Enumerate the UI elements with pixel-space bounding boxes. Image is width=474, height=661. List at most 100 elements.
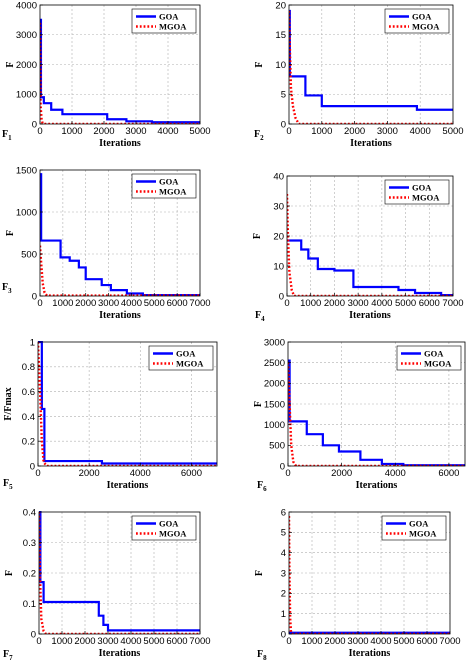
panel-4-xtick-label-4: 3000	[348, 298, 369, 309]
panel-4-ytick-label-2: 10	[273, 261, 284, 272]
panel-7-legend-box	[131, 515, 197, 541]
panel-1-xlabel: Iterations	[99, 138, 141, 149]
panel-3-series-goa-line	[40, 173, 200, 296]
panel-8-ytick-label-3: 2	[281, 589, 286, 600]
panel-7-xlabel: Iterations	[99, 648, 141, 659]
panel-7-xtick-label-6: 5000	[143, 636, 164, 647]
panel-4-series-goa-line	[287, 239, 453, 296]
panel-7-xtick-label-2: 1000	[51, 636, 72, 647]
panel-3-xtick-label-2: 1000	[52, 298, 73, 309]
panel-4-label: F4	[255, 310, 265, 323]
panel-8-xtick-label-7: 6000	[416, 636, 437, 647]
panel-6-legend-box	[396, 345, 462, 371]
panel-7-series-mgoa-line	[39, 511, 200, 634]
panel-2-xlabel: Iterations	[350, 138, 392, 149]
panel-6-ylabel: F	[253, 401, 264, 407]
panel-3-legend-label-mgoa: MGOA	[159, 187, 187, 197]
panel-3-ytick-label-4: 1500	[16, 165, 37, 176]
panel-2-ytick-label-4: 15	[275, 30, 286, 41]
panel-3-plot-frame	[39, 169, 201, 297]
panel-7-ytick-label-1: 0	[31, 629, 36, 640]
panel-8-xtick-label-3: 2000	[324, 636, 345, 647]
panel-2-legend-label-mgoa: MGOA	[412, 22, 440, 32]
panel-6-ytick-label-1: 0	[280, 461, 285, 472]
panel-6-ytick-label-6: 2500	[264, 358, 285, 369]
panel-3-series-mgoa-line	[40, 245, 200, 296]
panel-5-ytick-label-3: 0.4	[22, 412, 35, 423]
panel-7-xtick-label-8: 7000	[189, 636, 210, 647]
panel-1-ytick-label-3: 2000	[16, 60, 37, 71]
panel-2-ylabel: F	[254, 61, 265, 67]
panel-3-xtick-label-3: 2000	[75, 298, 96, 309]
panel-1-series-mgoa-line	[40, 22, 200, 124]
panel-5-xtick-label-1: 0	[35, 468, 40, 479]
panel-5-legend-box	[148, 345, 214, 371]
panel-6-xtick-label-4: 6000	[438, 468, 459, 479]
panel-1-xtick-label-2: 1000	[61, 126, 82, 137]
panel-2-legend-box	[384, 8, 450, 34]
panel-1-ytick-label-2: 1000	[16, 90, 37, 101]
panel-8-legend-label-mgoa: MGOA	[409, 529, 437, 539]
panel-2-ytick-label-1: 0	[281, 119, 286, 130]
panel-5-plot-frame	[37, 341, 218, 467]
panel-6-ytick-label-3: 1000	[264, 420, 285, 431]
panel-8-ytick-label-4: 3	[281, 568, 286, 579]
panel-2-label: F2	[254, 129, 264, 142]
panel-5-xtick-label-4: 6000	[181, 468, 202, 479]
panel-6-series-goa-line	[288, 359, 465, 466]
panel-1-xtick-label-5: 4000	[157, 126, 178, 137]
panel-7-xtick-label-1: 0	[36, 636, 41, 647]
panel-3: 0 1000 2000 3000 4000 5000 6000 700005001000150…	[2, 165, 211, 321]
panel-3-xtick-label-5: 4000	[121, 298, 142, 309]
panel-1-ytick-label-5: 4000	[16, 0, 37, 11]
panel-8-ytick-label-5: 4	[281, 548, 286, 559]
panel-4-ytick-label-3: 20	[273, 231, 284, 242]
panel-3-xlabel: Iterations	[99, 310, 141, 321]
panel-4-ytick-label-1: 0	[279, 291, 284, 302]
panel-1-xtick-label-1: 0	[37, 126, 42, 137]
panel-6-ytick-label-7: 3000	[264, 337, 285, 348]
panel-5-ytick-label-1: 0	[30, 461, 35, 472]
panel-6-xlabel: Iterations	[356, 480, 398, 491]
panel-2-ytick-label-2: 5	[281, 90, 286, 101]
panel-4: 0 1000 2000 3000 4000 5000 6000 7000 0 10 20 30 40 It…	[252, 171, 464, 323]
panel-3-legend-box	[131, 173, 197, 199]
panel-2-xtick-label-1: 0	[286, 126, 291, 137]
panel-5-ytick-label-2: 0.2	[22, 437, 35, 448]
panel-1-xtick-label-6: 5000	[189, 126, 210, 137]
panel-7-legend-label-goa: GOA	[159, 519, 179, 529]
panel-2-xtick-label-3: 2000	[344, 126, 365, 137]
panel-8-legend-label-goa: GOA	[409, 519, 429, 529]
panel-8-ytick-label-1: 0	[281, 629, 286, 640]
panel-6-xtick-label-1: 0	[285, 468, 290, 479]
panel-7: 0 1000 2000 3000 4000 5000 6000 7000 0 0.1 0.2 0.3 0…	[3, 507, 211, 661]
panel-2-xtick-label-6: 5000	[442, 126, 463, 137]
panel-3-xtick-label-7: 6000	[167, 298, 188, 309]
panel-8-legend-box	[381, 515, 447, 541]
panel-2-xtick-label-5: 4000	[410, 126, 431, 137]
panel-6-legend-label-mgoa: MGOA	[424, 359, 452, 369]
panel-5-xlabel: Iterations	[107, 480, 149, 491]
panel-1-ytick-label-1: 0	[32, 119, 37, 130]
panel-2-ytick-label-5: 20	[275, 0, 286, 11]
panel-7-ytick-label-5: 0.4	[23, 507, 36, 518]
panel-1-legend-label-goa: GOA	[159, 12, 179, 22]
panel-1-xtick-label-4: 3000	[125, 126, 146, 137]
panel-4-xtick-label-6: 5000	[395, 298, 416, 309]
panel-2-ytick-label-3: 10	[275, 60, 286, 71]
panel-5-ytick-label-5: 0.8	[22, 362, 35, 373]
panel-7-xtick-label-7: 6000	[166, 636, 187, 647]
panel-5-legend-label-goa: GOA	[176, 349, 196, 359]
panel-5-label: F5	[3, 478, 13, 491]
panel-5-xtick-label-3: 4000	[130, 468, 151, 479]
panel-1-ytick-label-4: 3000	[16, 30, 37, 41]
panel-4-xtick-label-3: 2000	[324, 298, 345, 309]
panel-7-ytick-label-2: 0.1	[23, 599, 36, 610]
panel-2-xtick-label-2: 1000	[311, 126, 332, 137]
